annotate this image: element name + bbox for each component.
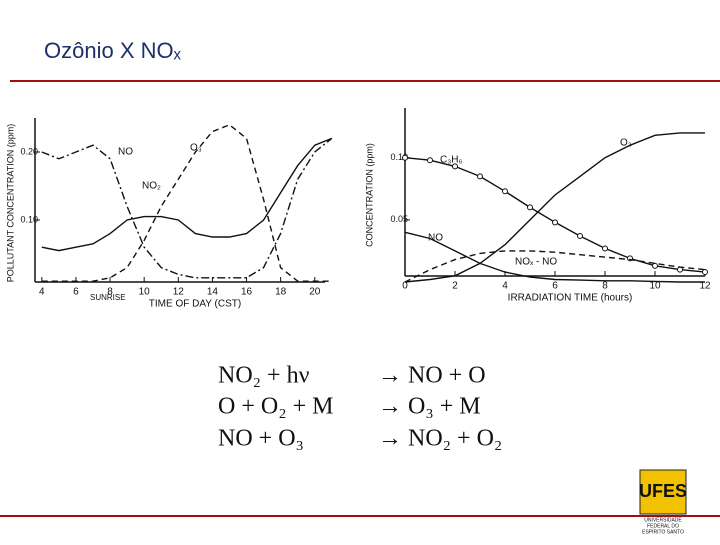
logo-caption: UNIVERSIDADE <box>644 517 682 523</box>
x-axis-label: TIME OF DAY (CST) <box>149 299 241 310</box>
x-tick-label: 10 <box>139 287 151 298</box>
series-label: O₃ <box>620 138 632 149</box>
annotation: SUNRISE <box>90 293 126 302</box>
x-tick-label: 8 <box>107 287 113 298</box>
series-line <box>404 132 705 283</box>
equation-right: → O₃ + M <box>378 394 481 420</box>
series-line <box>404 250 706 283</box>
x-tick-label: 8 <box>602 281 608 292</box>
logo <box>639 469 687 515</box>
series-label: C₃H₆ <box>440 155 463 166</box>
x-tick-label: 16 <box>241 287 253 298</box>
y-tick-label: 0.10 <box>390 152 408 162</box>
x-tick-label: 10 <box>649 281 661 292</box>
equation-right: → NO₂ + O₂ <box>378 426 502 452</box>
point-marker <box>552 219 558 226</box>
slide-title: Ozônio X NOₓ <box>44 38 182 63</box>
x-tick-label: 4 <box>39 287 45 298</box>
equation-left: NO₂ + hν <box>218 363 310 389</box>
x-tick-label: 6 <box>73 287 79 298</box>
series-label: NO₂ <box>142 181 161 192</box>
x-tick-label: 12 <box>173 287 185 298</box>
x-tick-label: 6 <box>552 281 558 292</box>
y-axis-label: POLLUTANT CONCENTRATION (ppm) <box>5 124 15 283</box>
y-tick-label: 0.10 <box>20 214 38 224</box>
series-label: NOₓ - NO <box>515 257 557 268</box>
logo-caption: FEDERAL DO <box>647 523 679 529</box>
y-tick-label: 0.20 <box>20 146 38 156</box>
series-label: NO <box>118 147 133 158</box>
y-tick-label: 0.05 <box>390 214 408 224</box>
x-tick-label: 20 <box>309 287 321 298</box>
equation-right: → NO + O <box>378 363 486 389</box>
series-label: NO <box>428 233 443 244</box>
point-marker <box>427 157 433 164</box>
point-marker <box>402 154 408 161</box>
point-marker <box>452 163 458 170</box>
x-tick-label: 4 <box>502 281 508 292</box>
x-tick-label: 2 <box>452 281 458 292</box>
logo-text: UFES <box>639 481 687 501</box>
series-line <box>41 137 333 252</box>
x-tick-label: 12 <box>699 281 711 292</box>
x-tick-label: 18 <box>275 287 287 298</box>
y-axis-label: CONCENTRATION (ppm) <box>364 143 374 247</box>
point-marker <box>477 173 483 180</box>
point-marker <box>702 269 708 276</box>
point-marker <box>577 233 583 240</box>
series-label: O₃ <box>190 143 202 154</box>
equation-left: NO + O₃ <box>218 426 304 452</box>
x-tick-label: 14 <box>207 287 219 298</box>
series-line <box>41 137 333 279</box>
x-axis-label: IRRADIATION TIME (hours) <box>508 293 633 304</box>
point-marker <box>502 188 508 195</box>
logo-caption: ESPÍRITO SANTO <box>642 528 684 535</box>
equation-left: O + O₂ + M <box>218 394 333 420</box>
point-marker <box>527 204 533 211</box>
point-marker <box>602 245 608 252</box>
x-tick-label: 0 <box>402 281 408 292</box>
point-marker <box>652 262 658 269</box>
series-line <box>404 231 705 283</box>
